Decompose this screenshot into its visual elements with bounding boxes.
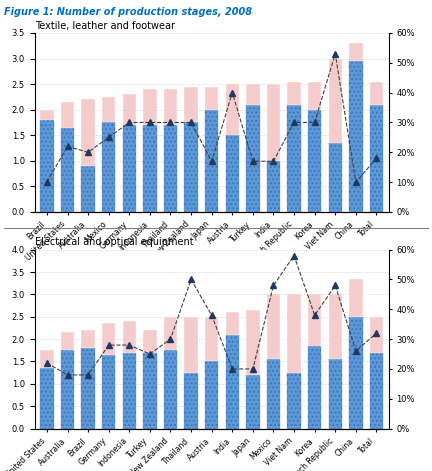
Bar: [184, 373, 198, 429]
Bar: [329, 294, 342, 359]
Bar: [349, 61, 362, 212]
Bar: [308, 294, 321, 346]
Bar: [308, 81, 321, 110]
Bar: [226, 84, 239, 135]
Bar: [267, 161, 280, 212]
Bar: [349, 279, 362, 317]
Bar: [329, 359, 342, 429]
Bar: [61, 128, 74, 212]
Bar: [287, 81, 301, 105]
Bar: [226, 335, 239, 429]
Bar: [123, 321, 136, 352]
Bar: [205, 317, 218, 362]
Bar: [40, 350, 54, 368]
Bar: [267, 294, 280, 359]
Text: Electrical and optical equipment: Electrical and optical equipment: [35, 237, 193, 247]
Bar: [267, 84, 280, 161]
Bar: [370, 105, 383, 212]
Bar: [287, 373, 301, 429]
Bar: [184, 122, 198, 212]
Bar: [329, 58, 342, 143]
Bar: [143, 330, 156, 352]
Bar: [226, 312, 239, 335]
Bar: [123, 94, 136, 125]
Bar: [349, 43, 362, 61]
Bar: [246, 105, 260, 212]
Bar: [329, 143, 342, 212]
Bar: [370, 352, 383, 429]
Bar: [143, 89, 156, 125]
Bar: [81, 99, 95, 166]
Bar: [123, 352, 136, 429]
Bar: [287, 105, 301, 212]
Bar: [102, 324, 115, 355]
Bar: [61, 350, 74, 429]
Bar: [61, 333, 74, 350]
Bar: [308, 346, 321, 429]
Bar: [349, 317, 362, 429]
Bar: [40, 368, 54, 429]
Bar: [40, 120, 54, 212]
Bar: [370, 81, 383, 105]
Text: Textile, leather and footwear: Textile, leather and footwear: [35, 21, 175, 31]
Text: Figure 1: Number of production stages, 2008: Figure 1: Number of production stages, 2…: [4, 7, 252, 17]
Bar: [102, 355, 115, 429]
Bar: [164, 125, 177, 212]
Bar: [246, 84, 260, 105]
Bar: [81, 330, 95, 348]
Bar: [287, 294, 301, 373]
Legend: Domestic, International, % Int. (right scale): Domestic, International, % Int. (right s…: [63, 302, 304, 319]
Bar: [102, 97, 115, 122]
Bar: [40, 110, 54, 120]
Bar: [81, 166, 95, 212]
Bar: [164, 89, 177, 125]
Bar: [164, 350, 177, 429]
Bar: [102, 122, 115, 212]
Bar: [143, 352, 156, 429]
Bar: [205, 110, 218, 212]
Bar: [246, 375, 260, 429]
Bar: [81, 348, 95, 429]
Bar: [61, 102, 74, 128]
Bar: [267, 359, 280, 429]
Bar: [164, 317, 177, 350]
Bar: [123, 125, 136, 212]
Bar: [184, 87, 198, 122]
Bar: [205, 362, 218, 429]
Bar: [308, 110, 321, 212]
Bar: [226, 135, 239, 212]
Bar: [205, 87, 218, 110]
Bar: [143, 125, 156, 212]
Bar: [184, 317, 198, 373]
Bar: [246, 310, 260, 375]
Bar: [370, 317, 383, 352]
